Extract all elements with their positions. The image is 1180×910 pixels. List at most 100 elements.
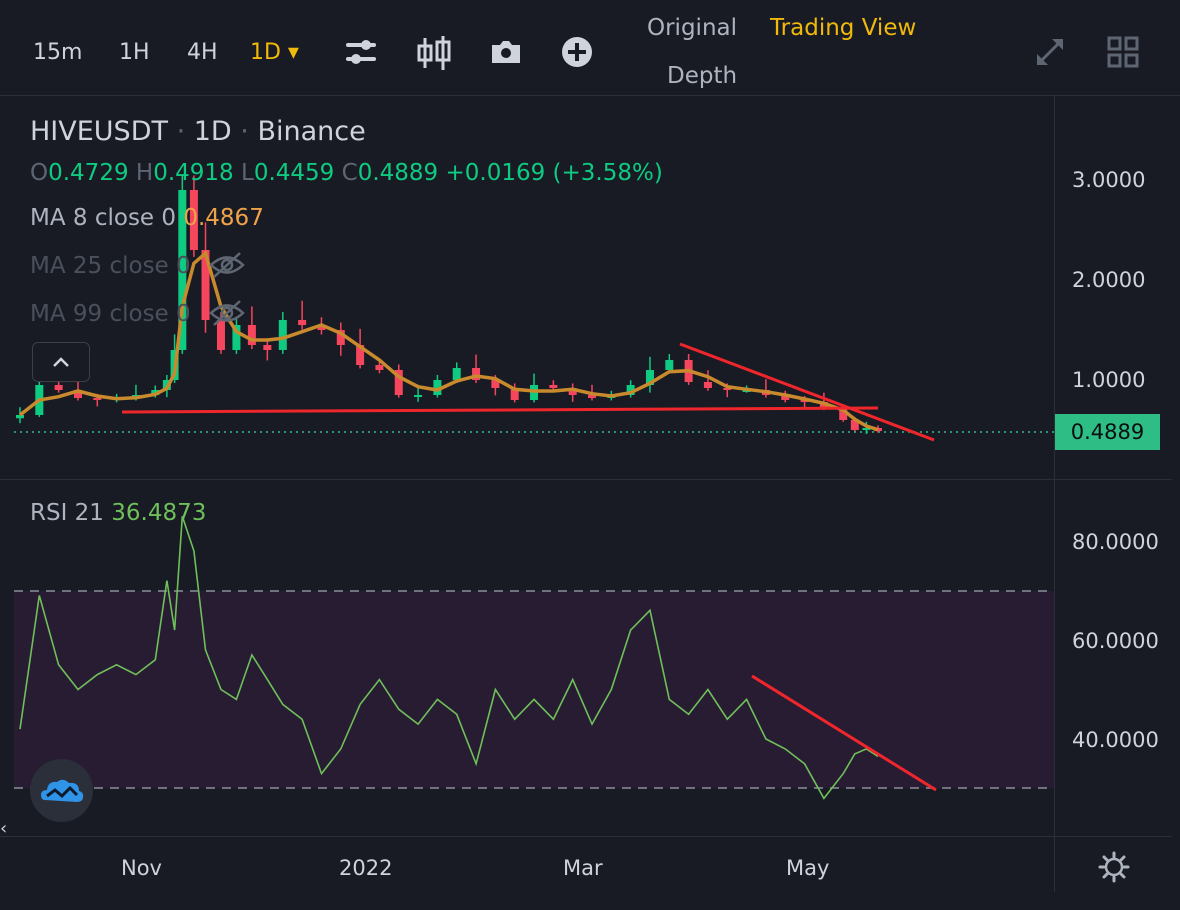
- change-value: +0.0169 (+3.58%): [445, 160, 663, 186]
- legend-separator: ·: [167, 116, 194, 147]
- candle-body: [414, 395, 423, 397]
- candle-body: [336, 330, 345, 345]
- candle-body: [472, 368, 481, 380]
- candle-body: [665, 360, 674, 370]
- price-axis-label: 1.0000: [1072, 368, 1146, 392]
- ma8-label: MA 8 close 0: [30, 205, 177, 231]
- chart-toolbar: 15m 1H 4H 1D ▾ Original Trading View Dep…: [0, 0, 1180, 95]
- symbol-name: HIVEUSDT: [30, 116, 168, 147]
- last-price-tag: 0.4889: [1055, 414, 1160, 450]
- price-axis-label: 3.0000: [1072, 168, 1146, 192]
- ma8-legend[interactable]: MA 8 close 0 0.4867: [30, 205, 264, 231]
- camera-icon[interactable]: [489, 38, 523, 66]
- plus-circle-icon[interactable]: [561, 36, 593, 68]
- candle-body: [549, 385, 558, 388]
- candle-body: [375, 365, 384, 370]
- candle-body: [317, 325, 326, 330]
- open-value: 0.4729: [48, 160, 129, 186]
- rsi-legend[interactable]: RSI 21 36.4873: [30, 500, 206, 526]
- candle-body: [839, 408, 848, 420]
- candle-body: [781, 395, 790, 400]
- rsi-line: [19, 516, 879, 800]
- candle-body: [216, 320, 225, 350]
- candle-body: [626, 385, 635, 395]
- candle-body: [201, 250, 210, 320]
- time-axis-divider: [0, 836, 1172, 837]
- candle-body: [278, 320, 287, 350]
- settings-gear-icon[interactable]: [1098, 851, 1130, 883]
- candle-body: [645, 370, 654, 385]
- interval-label: 1D: [193, 116, 232, 147]
- time-axis-label: May: [786, 856, 830, 880]
- ohlc-legend: O0.4729 H0.4918 L0.4459 C0.4889 +0.0169 …: [30, 160, 663, 186]
- view-depth[interactable]: Depth: [667, 63, 738, 89]
- time-axis-label: Nov: [121, 856, 162, 880]
- pane-divider: [0, 479, 1172, 480]
- rsi-axis-label: 40.0000: [1072, 728, 1159, 752]
- candle-body: [723, 388, 732, 390]
- candle-body: [232, 325, 241, 350]
- grid-layout-icon[interactable]: [1107, 36, 1139, 68]
- candle-body: [54, 385, 63, 390]
- legend-separator: ·: [231, 116, 258, 147]
- candle-body: [800, 400, 809, 402]
- candle-body: [356, 345, 365, 365]
- view-original[interactable]: Original: [647, 15, 738, 41]
- close-value: 0.4889: [357, 160, 439, 186]
- ma25-legend[interactable]: MA 25 close 0: [30, 253, 191, 279]
- low-value: 0.4459: [253, 160, 335, 186]
- interval-1h[interactable]: 1H: [119, 40, 150, 65]
- candles-icon[interactable]: [416, 34, 452, 72]
- candle-body: [73, 390, 82, 398]
- rsi-band-fill: [14, 591, 1054, 788]
- high-label: H: [135, 160, 154, 186]
- candle-body: [263, 345, 272, 350]
- chevron-up-icon: [53, 357, 69, 367]
- cloud-logo-icon: [41, 779, 84, 802]
- rsi-label: RSI 21: [30, 500, 104, 526]
- price-axis-divider: [1054, 95, 1055, 892]
- candle-body: [862, 428, 871, 430]
- sliders-icon[interactable]: [344, 36, 378, 68]
- rsi-axis-label: 60.0000: [1072, 629, 1159, 653]
- eye-off-icon[interactable]: [208, 298, 246, 328]
- candle-body: [178, 190, 187, 350]
- interval-15m[interactable]: 15m: [33, 40, 83, 65]
- interval-4h[interactable]: 4H: [187, 40, 218, 65]
- resistance-trendline: [679, 342, 935, 442]
- scroll-left-arrow[interactable]: ‹: [0, 818, 8, 839]
- ma99-label: MA 99 close 0: [30, 301, 191, 327]
- ma25-label: MA 25 close 0: [30, 253, 191, 279]
- price-axis-label: 2.0000: [1072, 268, 1146, 292]
- rsi-trendline: [751, 674, 937, 792]
- high-value: 0.4918: [153, 160, 234, 186]
- eye-off-icon[interactable]: [208, 250, 246, 280]
- candle-body: [452, 368, 461, 380]
- ma8-value: 0.4867: [183, 205, 264, 231]
- candle-body: [298, 320, 307, 325]
- ma8-line: [18, 250, 879, 432]
- expand-icon[interactable]: [1034, 36, 1066, 68]
- candle-body: [93, 398, 102, 400]
- open-label: O: [30, 160, 49, 186]
- candle-body: [247, 325, 256, 345]
- view-trading-view[interactable]: Trading View: [770, 15, 917, 41]
- collapse-legend-button[interactable]: [32, 342, 90, 382]
- tradingview-logo[interactable]: [30, 759, 93, 822]
- candle-body: [568, 388, 577, 395]
- candle-body: [16, 415, 24, 419]
- close-label: C: [341, 160, 358, 186]
- candle-body: [433, 380, 442, 395]
- symbol-legend: HIVEUSDT · 1D · Binance: [30, 116, 366, 147]
- candle-body: [703, 382, 712, 388]
- time-axis-label: 2022: [339, 856, 393, 880]
- interval-1d[interactable]: 1D ▾: [250, 40, 299, 65]
- rsi-axis-label: 80.0000: [1072, 530, 1159, 554]
- candle-body: [189, 190, 198, 250]
- candle-body: [491, 380, 500, 388]
- candle-body: [850, 420, 859, 430]
- ma99-legend[interactable]: MA 99 close 0: [30, 301, 191, 327]
- support-trendline: [121, 406, 879, 414]
- candle-body: [510, 388, 519, 400]
